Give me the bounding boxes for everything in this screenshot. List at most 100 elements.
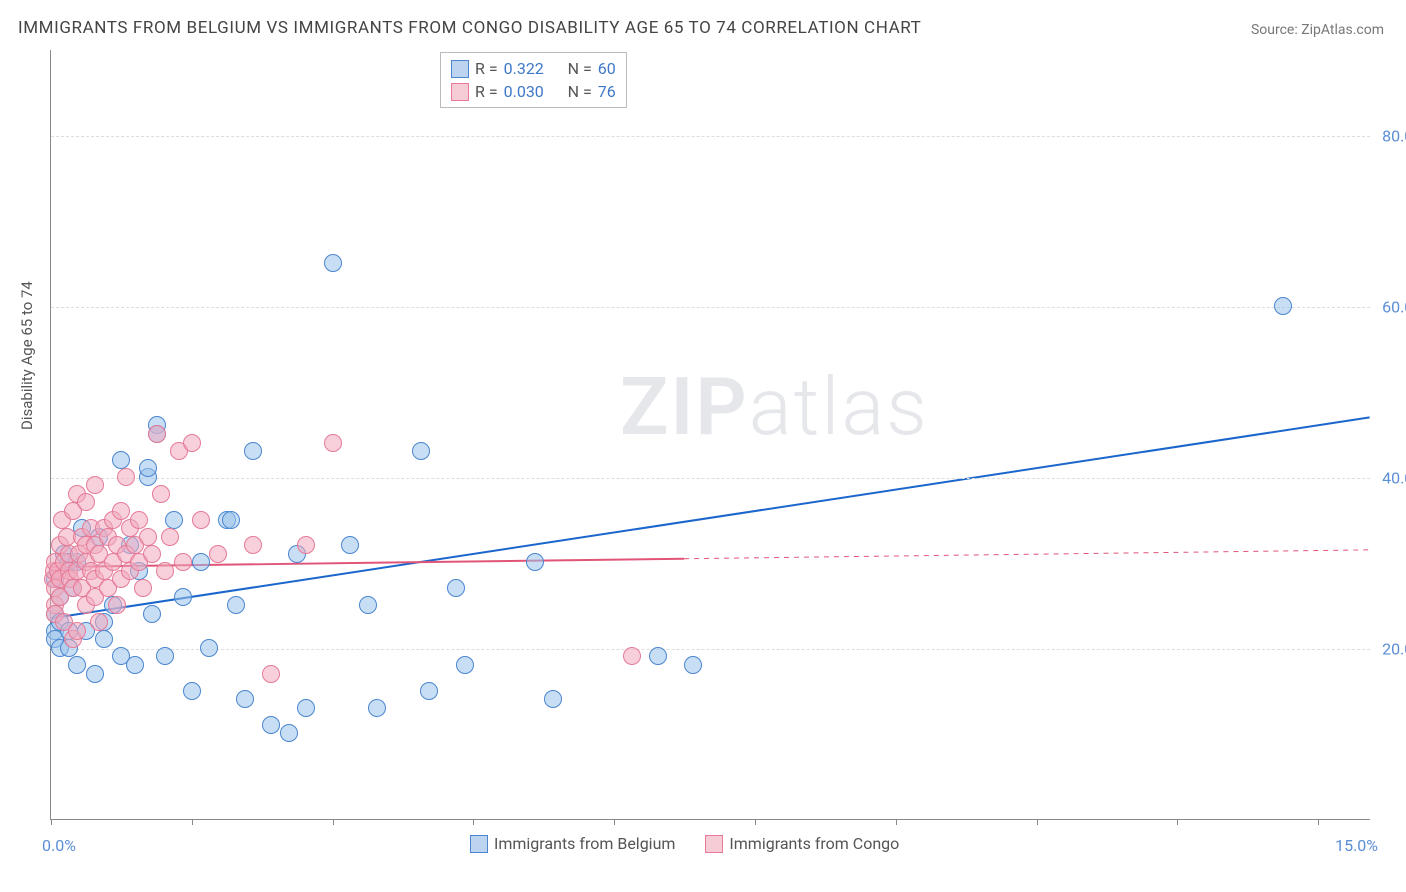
belgium-point xyxy=(222,511,240,529)
r-label: R = xyxy=(475,82,498,101)
belgium-point xyxy=(456,656,474,674)
belgium-point xyxy=(86,665,104,683)
gridline xyxy=(51,136,1370,137)
legend-swatch xyxy=(470,835,488,853)
scatter-plot: 20.0%40.0%60.0%80.0% xyxy=(50,50,1370,820)
belgium-point xyxy=(324,254,342,272)
n-label: N = xyxy=(568,82,592,101)
x-tick xyxy=(1037,819,1038,825)
belgium-point xyxy=(447,579,465,597)
legend-swatch xyxy=(705,835,723,853)
x-tick xyxy=(1318,819,1319,825)
n-label: N = xyxy=(568,59,592,78)
x-min-label: 0.0% xyxy=(42,836,76,855)
x-tick xyxy=(51,819,52,825)
belgium-point xyxy=(200,639,218,657)
belgium-point xyxy=(174,588,192,606)
congo-point xyxy=(86,476,104,494)
congo-point xyxy=(324,434,342,452)
legend-swatch xyxy=(451,60,469,78)
congo-point xyxy=(77,493,95,511)
chart-title: IMMIGRANTS FROM BELGIUM VS IMMIGRANTS FR… xyxy=(18,18,921,38)
congo-point xyxy=(209,545,227,563)
congo-point xyxy=(139,528,157,546)
congo-point xyxy=(134,579,152,597)
r-value: 0.030 xyxy=(504,82,562,101)
belgium-point xyxy=(649,647,667,665)
congo-point xyxy=(297,536,315,554)
congo-point xyxy=(192,511,210,529)
belgium-point xyxy=(420,682,438,700)
congo-point xyxy=(68,622,86,640)
series-legend: Immigrants from Belgium Immigrants from C… xyxy=(470,834,899,853)
x-tick xyxy=(333,819,334,825)
belgium-point xyxy=(165,511,183,529)
gridline xyxy=(51,649,1370,650)
legend-swatch xyxy=(451,83,469,101)
n-value: 76 xyxy=(598,82,616,101)
legend-item: Immigrants from Belgium xyxy=(470,834,675,853)
x-max-label: 15.0% xyxy=(1335,836,1378,855)
belgium-point xyxy=(95,630,113,648)
congo-point xyxy=(143,545,161,563)
belgium-point xyxy=(112,451,130,469)
belgium-point xyxy=(236,690,254,708)
y-tick-label: 60.0% xyxy=(1382,297,1406,316)
gridline xyxy=(51,307,1370,308)
belgium-point xyxy=(262,716,280,734)
x-tick xyxy=(614,819,615,825)
belgium-point xyxy=(359,596,377,614)
congo-point xyxy=(156,562,174,580)
belgium-point xyxy=(297,699,315,717)
r-label: R = xyxy=(475,59,498,78)
congo-point xyxy=(244,536,262,554)
y-tick-label: 40.0% xyxy=(1382,468,1406,487)
belgium-point xyxy=(68,656,86,674)
belgium-point xyxy=(227,596,245,614)
congo-point xyxy=(183,434,201,452)
x-tick xyxy=(473,819,474,825)
congo-point xyxy=(623,647,641,665)
belgium-point xyxy=(544,690,562,708)
belgium-point xyxy=(684,656,702,674)
congo-point xyxy=(174,553,192,571)
belgium-point xyxy=(412,442,430,460)
congo-point xyxy=(148,425,166,443)
y-tick-label: 20.0% xyxy=(1382,639,1406,658)
belgium-point xyxy=(341,536,359,554)
y-tick-label: 80.0% xyxy=(1382,126,1406,145)
gridline xyxy=(51,478,1370,479)
legend-item: Immigrants from Congo xyxy=(705,834,899,853)
stat-row: R = 0.322 N = 60 xyxy=(451,57,616,80)
belgium-point xyxy=(126,656,144,674)
congo-point xyxy=(90,613,108,631)
belgium-point xyxy=(280,724,298,742)
belgium-point xyxy=(183,682,201,700)
correlation-legend: R = 0.322 N = 60 R = 0.030 N = 76 xyxy=(440,52,627,108)
congo-point xyxy=(161,528,179,546)
r-value: 0.322 xyxy=(504,59,562,78)
congo-point xyxy=(262,665,280,683)
x-tick xyxy=(896,819,897,825)
belgium-point xyxy=(139,459,157,477)
belgium-point xyxy=(244,442,262,460)
x-tick xyxy=(192,819,193,825)
congo-point xyxy=(112,502,130,520)
belgium-point xyxy=(1274,297,1292,315)
belgium-point xyxy=(156,647,174,665)
y-axis-title: Disability Age 65 to 74 xyxy=(18,281,36,430)
n-value: 60 xyxy=(598,59,616,78)
congo-point xyxy=(108,596,126,614)
x-tick xyxy=(1177,819,1178,825)
congo-point xyxy=(152,485,170,503)
congo-trend-dashed xyxy=(684,550,1370,559)
belgium-point xyxy=(526,553,544,571)
belgium-point xyxy=(368,699,386,717)
legend-label: Immigrants from Congo xyxy=(729,834,899,853)
belgium-point xyxy=(192,553,210,571)
stat-row: R = 0.030 N = 76 xyxy=(451,80,616,103)
congo-point xyxy=(117,468,135,486)
x-tick xyxy=(755,819,756,825)
legend-label: Immigrants from Belgium xyxy=(494,834,675,853)
source-attribution: Source: ZipAtlas.com xyxy=(1251,22,1384,38)
